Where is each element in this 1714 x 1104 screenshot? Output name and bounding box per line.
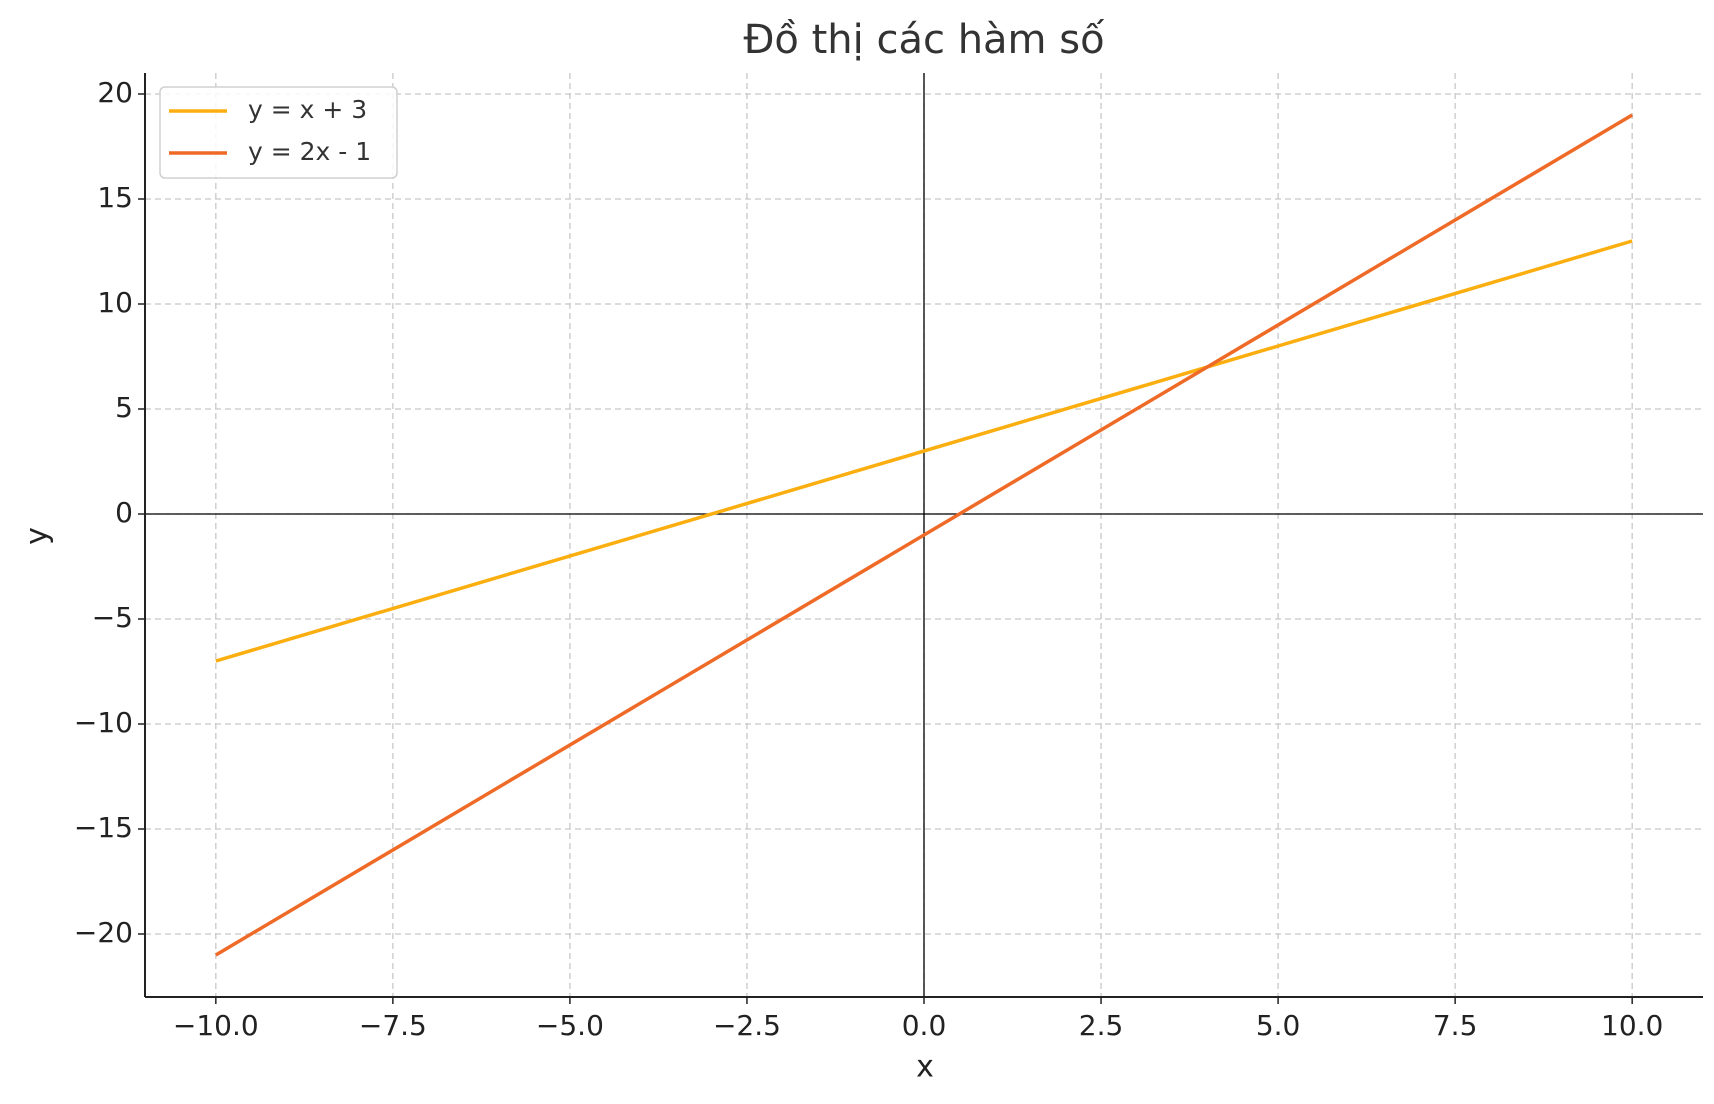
x-tick-label: 5.0	[1256, 1009, 1301, 1042]
x-tick-label: 7.5	[1433, 1009, 1478, 1042]
x-axis-label: x	[916, 1050, 934, 1085]
y-tick-label: −20	[74, 916, 133, 949]
legend-label: y = 2x - 1	[248, 137, 371, 166]
y-tick-label: 0	[115, 496, 133, 529]
x-tick-label: −5.0	[536, 1009, 604, 1042]
x-tick-label: −2.5	[713, 1009, 781, 1042]
chart-title: Đồ thị các hàm số	[743, 17, 1105, 63]
legend-label: y = x + 3	[248, 95, 367, 124]
series-line	[214, 113, 1634, 957]
x-tick-label: 10.0	[1601, 1009, 1663, 1042]
y-axis-label: y	[20, 527, 55, 545]
y-tick-label: −10	[74, 706, 133, 739]
y-tick-label: 5	[115, 391, 133, 424]
x-tick-label: −7.5	[359, 1009, 427, 1042]
y-tick-label: −5	[92, 601, 133, 634]
y-tick-label: 10	[97, 286, 133, 319]
y-tick-label: −15	[74, 811, 133, 844]
y-tick-label: 15	[97, 181, 133, 214]
x-tick-label: 2.5	[1079, 1009, 1124, 1042]
x-tick-label: −10.0	[173, 1009, 259, 1042]
x-tick-label: 0.0	[902, 1009, 947, 1042]
y-tick-label: 20	[97, 76, 133, 109]
series-line	[215, 239, 1633, 663]
